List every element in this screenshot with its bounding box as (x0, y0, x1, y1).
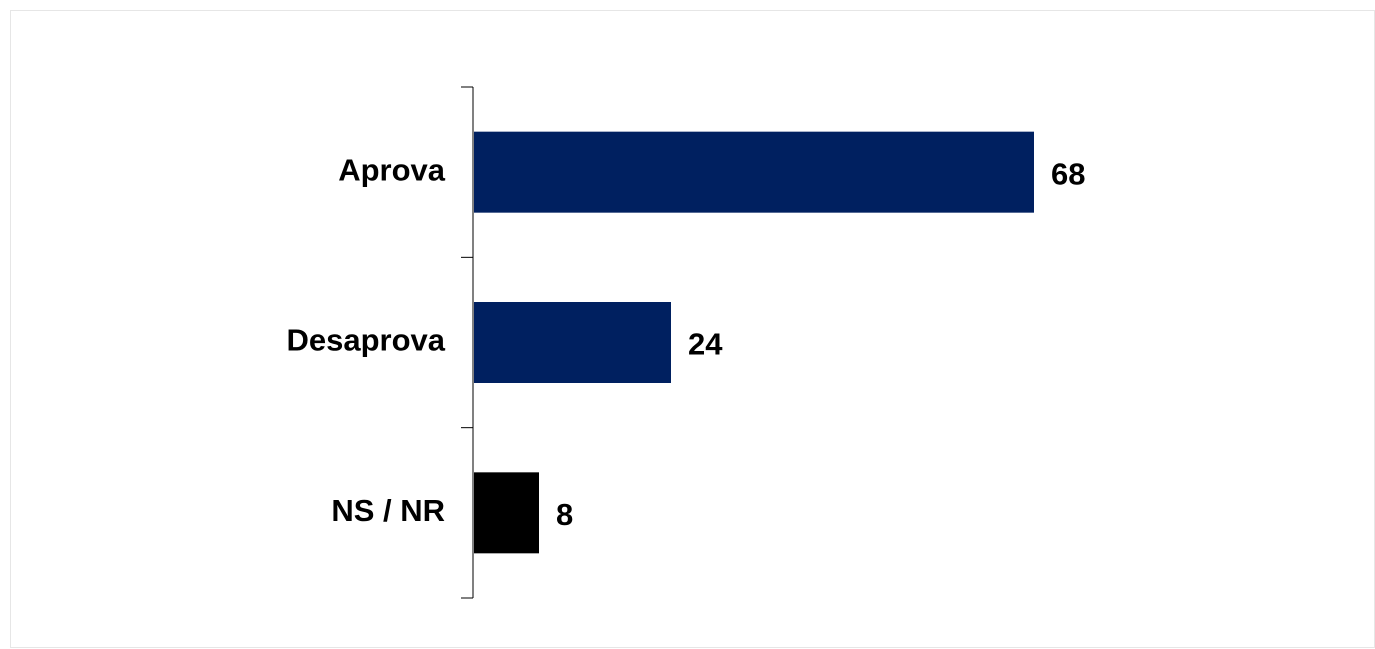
category-label: Desaprova (286, 323, 445, 358)
value-label: 68 (1051, 156, 1085, 191)
category-label: Aprova (338, 152, 446, 187)
bar (474, 131, 1034, 213)
category-label: NS / NR (331, 493, 445, 528)
value-label: 24 (688, 327, 723, 362)
bar (474, 472, 539, 554)
value-label: 8 (556, 497, 573, 532)
bar (474, 302, 671, 383)
chart-frame (10, 10, 1375, 648)
